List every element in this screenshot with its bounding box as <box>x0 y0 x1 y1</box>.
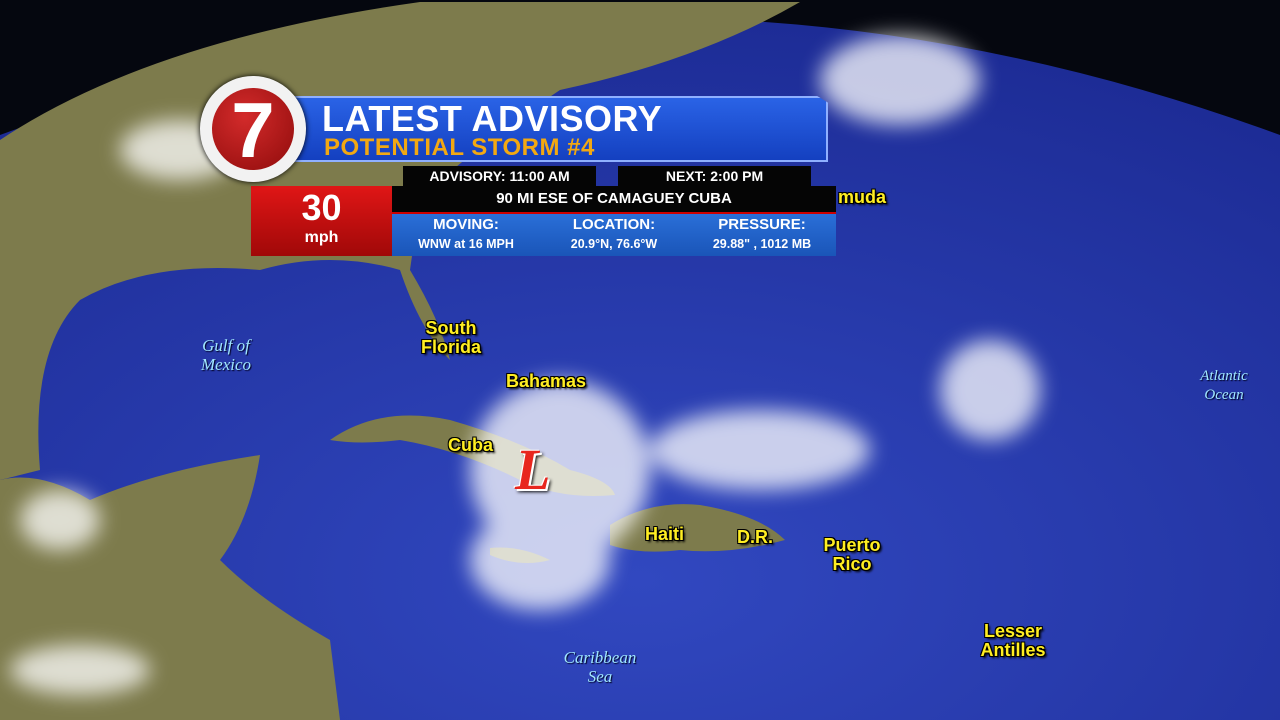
label-haiti: Haiti <box>645 524 685 544</box>
next-advisory-time: NEXT: 2:00 PM <box>618 166 811 186</box>
advisory-banner: LATEST ADVISORY POTENTIAL STORM #4 <box>290 96 828 162</box>
label-atlantic-ocean: Atlantic Ocean <box>1200 368 1248 403</box>
label-bahamas: Bahamas <box>506 371 587 391</box>
location-value: 20.9°N, 76.6°W <box>570 237 658 251</box>
wind-speed-box: 30 mph <box>251 186 392 256</box>
storm-location-text: 90 MI ESE OF CAMAGUEY CUBA <box>392 186 836 214</box>
pressure-value: 29.88" , 1012 MB <box>712 237 812 251</box>
banner-subtitle: POTENTIAL STORM #4 <box>324 134 595 161</box>
advisory-time: ADVISORY: 11:00 AM <box>403 166 596 186</box>
label-lesser-antilles: Lesser Antilles <box>980 621 1046 660</box>
clouds <box>10 35 1040 695</box>
label-puerto-rico: Puerto Rico <box>823 535 881 574</box>
pressure-label: PRESSURE: <box>718 216 806 233</box>
storm-info-panel: MOVING: WNW at 16 MPH LOCATION: 20.9°N, 76… <box>392 214 836 256</box>
moving-value: WNW at 16 MPH <box>418 237 514 251</box>
location-label: LOCATION: <box>572 216 656 233</box>
moving-label: MOVING: <box>433 216 499 233</box>
wind-unit: mph <box>304 229 339 246</box>
low-pressure-symbol: L <box>515 437 551 502</box>
banner-title: LATEST ADVISORY <box>322 98 663 139</box>
label-gulf-of-mexico: Gulf of Mexico <box>200 336 252 374</box>
label-caribbean-sea: Caribbean Sea <box>563 648 637 686</box>
label-south-florida: South Florida <box>420 318 481 357</box>
station-logo: 7 <box>200 76 306 182</box>
label-dr: D.R. <box>737 527 773 547</box>
wind-speed: 30 <box>301 187 342 228</box>
label-cuba: Cuba <box>448 435 493 455</box>
label-bermuda: muda <box>838 187 887 207</box>
